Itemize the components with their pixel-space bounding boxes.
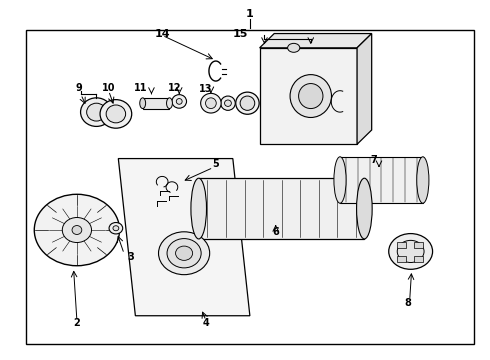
Bar (415, 256, 423, 262)
Ellipse shape (417, 157, 429, 203)
Text: 4: 4 (203, 318, 209, 328)
Ellipse shape (397, 240, 424, 262)
Text: 13: 13 (199, 84, 213, 94)
Bar (397, 256, 406, 262)
Ellipse shape (80, 98, 112, 126)
Ellipse shape (224, 100, 231, 107)
Ellipse shape (72, 226, 82, 234)
Text: 6: 6 (272, 227, 279, 237)
Ellipse shape (167, 239, 201, 268)
Ellipse shape (62, 217, 92, 243)
Ellipse shape (357, 178, 372, 239)
Ellipse shape (172, 95, 187, 108)
Ellipse shape (288, 43, 300, 52)
Ellipse shape (109, 222, 122, 234)
Ellipse shape (191, 178, 206, 239)
Text: 7: 7 (371, 156, 377, 165)
Text: 11: 11 (133, 83, 147, 93)
Ellipse shape (290, 75, 331, 117)
Text: 8: 8 (405, 298, 412, 308)
Ellipse shape (167, 98, 172, 109)
Text: 3: 3 (127, 252, 134, 262)
Ellipse shape (236, 92, 259, 114)
Polygon shape (260, 48, 357, 144)
Bar (143, 98, 170, 109)
Ellipse shape (175, 246, 193, 260)
Text: 10: 10 (102, 83, 115, 93)
Ellipse shape (140, 98, 146, 109)
Ellipse shape (220, 96, 235, 111)
Ellipse shape (100, 100, 132, 128)
Text: 2: 2 (74, 318, 80, 328)
Ellipse shape (334, 157, 346, 203)
Text: 1: 1 (246, 9, 254, 19)
Ellipse shape (205, 98, 216, 109)
Text: 15: 15 (232, 28, 248, 39)
Bar (340, 157, 423, 203)
Bar (199, 178, 365, 239)
Ellipse shape (159, 232, 210, 275)
Bar (26, 30, 474, 344)
Ellipse shape (176, 99, 182, 104)
Ellipse shape (34, 194, 120, 266)
Ellipse shape (113, 226, 119, 231)
Ellipse shape (389, 234, 433, 269)
Polygon shape (260, 33, 372, 48)
Ellipse shape (87, 103, 106, 121)
Text: 5: 5 (212, 159, 219, 169)
Ellipse shape (201, 93, 221, 113)
Ellipse shape (106, 105, 125, 123)
Polygon shape (118, 158, 250, 316)
Text: 9: 9 (76, 83, 83, 93)
Bar (397, 242, 406, 248)
Ellipse shape (240, 96, 255, 111)
Ellipse shape (298, 84, 323, 109)
Text: 12: 12 (168, 83, 181, 93)
Text: 14: 14 (154, 28, 170, 39)
Polygon shape (357, 33, 372, 144)
Bar (415, 242, 423, 248)
